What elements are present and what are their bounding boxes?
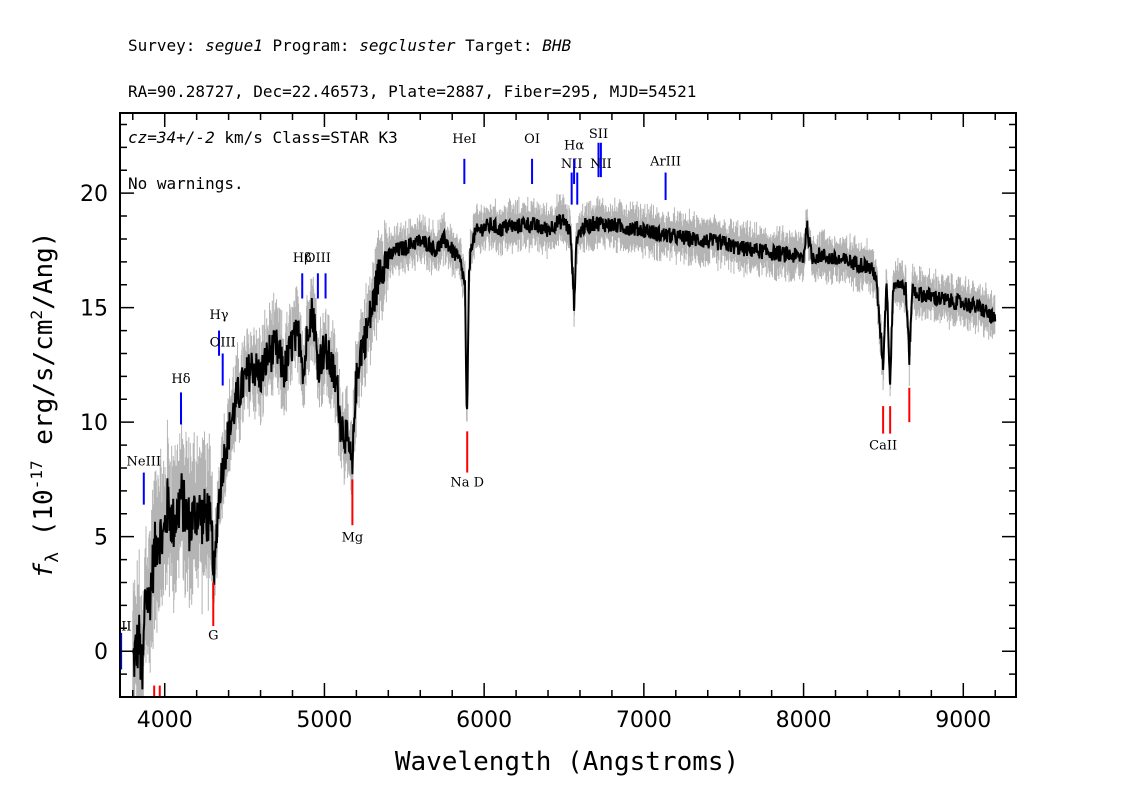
emission-line-label: OIII — [210, 336, 236, 351]
axis-ticks — [120, 113, 1016, 698]
emission-line-label: NII — [561, 157, 583, 172]
y-axis-title-part-b: erg/s/cm — [29, 320, 59, 461]
class-text: km/s Class=STAR K3 — [214, 128, 398, 147]
program-label: Program: — [262, 36, 360, 55]
absorption-line-label: Mg — [342, 530, 364, 545]
y-axis-title-exponent-2: 2 — [27, 310, 46, 320]
y-axis-title: fλ (10-17 erg/s/cm2/Ang) — [27, 232, 63, 579]
x-tick-label: 4000 — [137, 708, 193, 733]
y-axis-title-part-c: /Ang) — [29, 232, 59, 310]
target-value: BHB — [542, 36, 572, 55]
emission-line-label: OI — [524, 132, 540, 147]
spectrum-header: Survey: segue1 Program: segcluster Targe… — [128, 11, 696, 218]
error-band — [132, 194, 996, 697]
x-tick-label: 9000 — [935, 708, 991, 733]
y-axis-title-part-a: (10 — [29, 489, 59, 552]
x-tick-label: 5000 — [296, 708, 352, 733]
header-line-2: RA=90.28727, Dec=22.46573, Plate=2887, F… — [128, 82, 697, 101]
survey-label: Survey: — [128, 36, 206, 55]
absorption-line-label: Na D — [450, 475, 484, 490]
absorption-line-label: G — [208, 629, 218, 644]
program-value: segcluster — [359, 36, 456, 55]
x-tick-label: 8000 — [776, 708, 832, 733]
y-axis-title-subscript: λ — [42, 552, 63, 563]
error-band-path — [132, 194, 996, 697]
redshift-value: cz=34+/-2 — [128, 128, 215, 147]
x-tick-label: 6000 — [456, 708, 512, 733]
survey-value: segue1 — [205, 36, 263, 55]
emission-line-label: NII — [590, 157, 612, 172]
y-tick-label: 15 — [80, 297, 108, 322]
y-axis-title-exponent: -17 — [27, 460, 46, 489]
flux-line — [132, 214, 997, 690]
emission-line-label: Hα — [564, 139, 584, 154]
emission-line-label: Hγ — [209, 308, 228, 323]
tick-marks — [120, 113, 1016, 698]
emission-line-label: OII — [111, 620, 132, 635]
y-tick-label: 10 — [80, 411, 108, 436]
emission-line-label: Hδ — [171, 372, 190, 387]
emission-line-label: OIII — [305, 251, 331, 266]
header-line-3: cz=34+/-2 km/s Class=STAR K3 — [128, 126, 696, 149]
y-tick-label: 20 — [80, 182, 108, 207]
x-axis-title: Wavelength (Angstroms) — [395, 747, 739, 777]
x-tick-label: 7000 — [616, 708, 672, 733]
emission-line-label: SII — [589, 127, 608, 142]
absorption-line-label: CaII — [869, 439, 897, 454]
plot-frame — [119, 112, 1017, 698]
emission-line-label: NeIII — [127, 455, 161, 470]
emission-line-label: Hβ — [293, 251, 312, 266]
y-tick-label: 5 — [94, 526, 108, 551]
y-axis-title-symbol: f — [29, 562, 59, 578]
header-line-1: Survey: segue1 Program: segcluster Targe… — [128, 34, 696, 57]
target-label: Target: — [455, 36, 543, 55]
emission-line-label: ArIII — [649, 155, 681, 170]
svg-text:fλ (10-17 erg/s/cm2/Ang): fλ (10-17 erg/s/cm2/Ang) — [27, 232, 63, 579]
axis-tick-labels: 4000 5000 6000 7000 8000 9000 0 5 10 15 20 — [80, 182, 991, 733]
flux-series-line — [132, 214, 997, 690]
emission-line-label: HeI — [452, 132, 476, 147]
header-line-4: No warnings. — [128, 174, 244, 193]
y-tick-label: 0 — [94, 640, 108, 665]
